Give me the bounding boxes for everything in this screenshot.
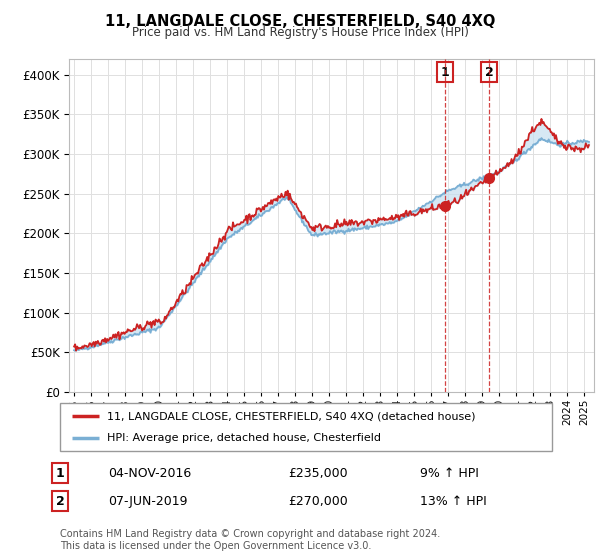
Text: 2: 2 [56, 494, 64, 508]
Text: 04-NOV-2016: 04-NOV-2016 [108, 466, 191, 480]
Text: 11, LANGDALE CLOSE, CHESTERFIELD, S40 4XQ (detached house): 11, LANGDALE CLOSE, CHESTERFIELD, S40 4X… [107, 411, 475, 421]
Text: Contains HM Land Registry data © Crown copyright and database right 2024.
This d: Contains HM Land Registry data © Crown c… [60, 529, 440, 551]
Text: 11, LANGDALE CLOSE, CHESTERFIELD, S40 4XQ: 11, LANGDALE CLOSE, CHESTERFIELD, S40 4X… [105, 14, 495, 29]
Text: £235,000: £235,000 [288, 466, 347, 480]
Text: HPI: Average price, detached house, Chesterfield: HPI: Average price, detached house, Ches… [107, 433, 381, 443]
Text: 1: 1 [56, 466, 64, 480]
Text: Price paid vs. HM Land Registry's House Price Index (HPI): Price paid vs. HM Land Registry's House … [131, 26, 469, 39]
Text: £270,000: £270,000 [288, 494, 348, 508]
Text: 13% ↑ HPI: 13% ↑ HPI [420, 494, 487, 508]
FancyBboxPatch shape [60, 403, 552, 451]
Text: 2: 2 [485, 66, 494, 79]
Text: 9% ↑ HPI: 9% ↑ HPI [420, 466, 479, 480]
Text: 07-JUN-2019: 07-JUN-2019 [108, 494, 187, 508]
Text: 1: 1 [441, 66, 449, 79]
